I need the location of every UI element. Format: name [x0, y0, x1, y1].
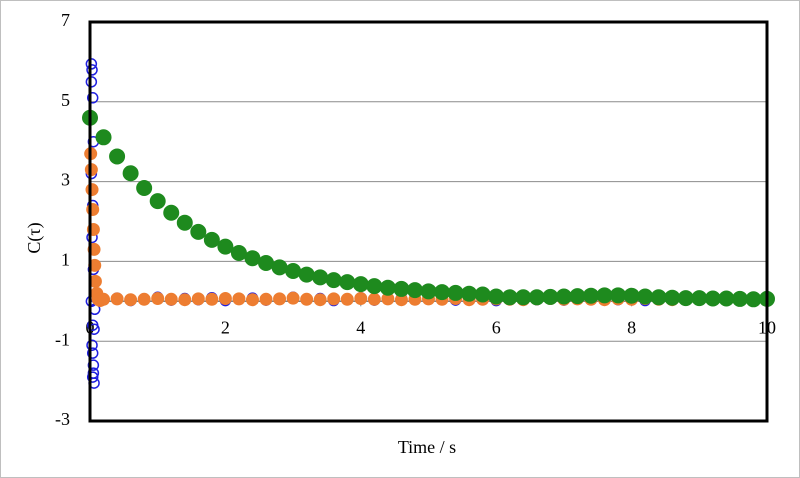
- data-point: [691, 290, 708, 307]
- data-point: [528, 289, 545, 306]
- data-point: [273, 292, 287, 306]
- x-axis-title: Time / s: [398, 437, 456, 457]
- data-point: [393, 280, 410, 297]
- data-point: [488, 288, 505, 305]
- data-point: [176, 214, 193, 231]
- data-point: [87, 359, 100, 371]
- y-tick-label: -1: [55, 329, 70, 349]
- data-point: [354, 292, 368, 306]
- data-point: [501, 289, 518, 306]
- data-point: [178, 293, 192, 307]
- y-tick-label: 3: [61, 170, 70, 190]
- data-point: [285, 262, 302, 279]
- data-point: [86, 64, 98, 76]
- data-point: [95, 129, 112, 146]
- data-point: [569, 288, 586, 305]
- data-point: [85, 183, 99, 197]
- data-point: [731, 290, 748, 307]
- data-point: [623, 287, 640, 304]
- data-point: [474, 286, 491, 303]
- data-point: [109, 148, 126, 165]
- x-tick-label: 6: [492, 317, 501, 337]
- data-point: [352, 276, 369, 293]
- y-tick-label: 1: [61, 250, 70, 270]
- data-point: [86, 339, 98, 351]
- data-point: [339, 274, 356, 291]
- data-point: [366, 278, 383, 295]
- data-point: [149, 193, 166, 210]
- y-tick-label: -3: [55, 409, 70, 429]
- data-point: [286, 291, 300, 305]
- data-point: [704, 290, 721, 307]
- data-point: [664, 289, 681, 306]
- data-point: [379, 279, 396, 296]
- data-point: [217, 238, 234, 255]
- data-point: [271, 259, 288, 276]
- data-point: [244, 250, 261, 267]
- data-point: [218, 292, 232, 306]
- data-point: [555, 288, 572, 305]
- data-point: [97, 292, 111, 306]
- data-point: [610, 287, 627, 304]
- data-point: [313, 293, 327, 307]
- y-axis-title: C(τ): [24, 222, 45, 253]
- data-point: [86, 347, 99, 359]
- data-point: [203, 231, 220, 248]
- plot-border: [88, 20, 769, 423]
- data-point: [87, 367, 100, 379]
- data-point: [164, 292, 178, 306]
- x-tick-label: 4: [356, 317, 365, 337]
- data-point: [542, 288, 559, 305]
- data-point: [205, 292, 219, 306]
- data-point: [245, 293, 259, 307]
- data-point: [596, 287, 613, 304]
- data-point: [582, 287, 599, 304]
- data-point: [110, 292, 124, 306]
- data-point: [298, 266, 315, 283]
- data-point: [300, 292, 314, 306]
- data-point: [327, 292, 341, 306]
- data-point: [190, 223, 207, 240]
- data-point: [191, 292, 205, 306]
- data-point: [406, 282, 423, 299]
- x-tick-label: 8: [627, 317, 636, 337]
- plot-area: [90, 22, 767, 421]
- data-point: [340, 292, 354, 306]
- data-point: [515, 289, 532, 306]
- data-point: [367, 292, 381, 306]
- data-point: [137, 292, 151, 306]
- data-point: [745, 291, 762, 308]
- data-point: [230, 245, 247, 262]
- x-tick-label: 2: [221, 317, 230, 337]
- data-point: [677, 290, 694, 307]
- data-point: [86, 92, 99, 104]
- data-point: [122, 165, 139, 182]
- data-point: [163, 204, 180, 221]
- data-point: [86, 371, 99, 383]
- data-point: [258, 254, 275, 271]
- y-tick-label: 7: [61, 10, 70, 30]
- data-point: [312, 269, 329, 286]
- data-point: [232, 292, 246, 306]
- data-point: [325, 272, 342, 289]
- data-point: [151, 292, 165, 306]
- data-point: [124, 293, 138, 307]
- data-point: [136, 179, 153, 196]
- data-point: [447, 284, 464, 301]
- data-point: [650, 289, 667, 306]
- y-tick-label: 5: [61, 90, 70, 110]
- data-point: [637, 288, 654, 305]
- data-point: [434, 284, 451, 301]
- data-point: [259, 292, 273, 306]
- data-point: [461, 285, 478, 302]
- data-point: [420, 283, 437, 300]
- data-point: [718, 290, 735, 307]
